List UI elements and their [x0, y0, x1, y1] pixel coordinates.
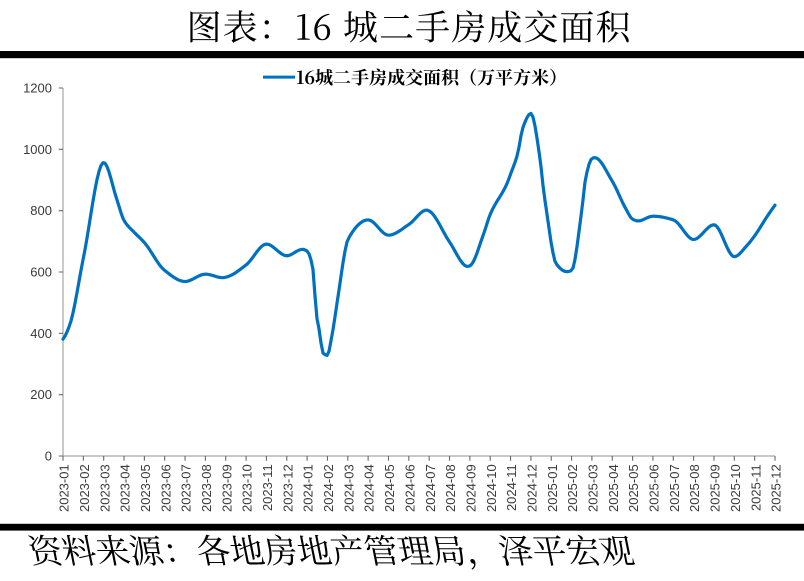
svg-text:200: 200	[30, 387, 52, 402]
svg-text:2025-02: 2025-02	[565, 464, 580, 512]
svg-text:2024-09: 2024-09	[463, 464, 478, 512]
svg-text:2025-01: 2025-01	[545, 464, 560, 512]
svg-text:2025-09: 2025-09	[708, 464, 723, 512]
svg-text:2024-03: 2024-03	[341, 464, 356, 512]
svg-text:2024-08: 2024-08	[443, 464, 458, 512]
svg-text:2024-02: 2024-02	[321, 464, 336, 512]
svg-text:400: 400	[30, 326, 52, 341]
svg-text:2023-04: 2023-04	[118, 464, 133, 512]
svg-text:2024-11: 2024-11	[504, 464, 519, 511]
svg-text:2023-09: 2023-09	[219, 464, 234, 512]
svg-text:2023-03: 2023-03	[97, 464, 112, 512]
svg-text:2024-10: 2024-10	[484, 464, 499, 512]
svg-text:2025-03: 2025-03	[586, 464, 601, 512]
svg-text:2025-10: 2025-10	[728, 464, 743, 512]
svg-text:2024-07: 2024-07	[423, 464, 438, 512]
svg-text:2023-12: 2023-12	[280, 464, 295, 512]
svg-text:600: 600	[30, 265, 52, 280]
svg-text:2025-05: 2025-05	[626, 464, 641, 512]
svg-text:1000: 1000	[23, 142, 52, 157]
svg-text:2023-02: 2023-02	[77, 464, 92, 512]
svg-text:2024-04: 2024-04	[362, 464, 377, 512]
svg-text:2025-12: 2025-12	[769, 464, 784, 512]
svg-text:2025-04: 2025-04	[606, 464, 621, 512]
svg-text:2023-01: 2023-01	[57, 464, 72, 512]
svg-text:2024-06: 2024-06	[402, 464, 417, 512]
svg-text:2023-06: 2023-06	[158, 464, 173, 512]
svg-text:1200: 1200	[23, 81, 52, 96]
svg-text:2024-01: 2024-01	[301, 464, 316, 512]
svg-text:0: 0	[45, 449, 52, 464]
svg-text:2023-10: 2023-10	[240, 464, 255, 512]
svg-text:2024-05: 2024-05	[382, 464, 397, 512]
svg-text:2023-07: 2023-07	[179, 464, 194, 512]
svg-text:2023-11: 2023-11	[260, 464, 275, 511]
svg-text:2024-12: 2024-12	[524, 464, 539, 512]
svg-text:2025-08: 2025-08	[687, 464, 702, 512]
svg-text:2023-08: 2023-08	[199, 464, 214, 512]
svg-text:2025-06: 2025-06	[647, 464, 662, 512]
svg-text:800: 800	[30, 203, 52, 218]
svg-text:2025-11: 2025-11	[748, 464, 763, 511]
svg-text:2023-05: 2023-05	[138, 464, 153, 512]
svg-text:2025-07: 2025-07	[667, 464, 682, 512]
